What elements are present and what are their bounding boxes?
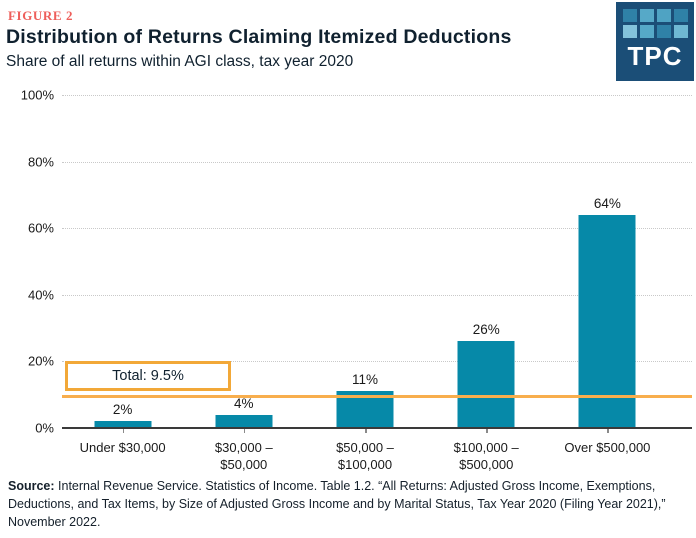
gridline-20 — [62, 361, 692, 363]
x-tick-cell-4 — [547, 429, 668, 434]
bar-value-label-3: 26% — [472, 322, 500, 338]
x-category-label-2: $50,000 – $100,000 — [336, 440, 394, 472]
x-tick-mark-1 — [243, 429, 246, 433]
gridline-80 — [62, 161, 692, 163]
logo-square-icon — [639, 25, 654, 38]
bar-value-label-1: 4% — [234, 395, 254, 411]
bar-value-label-2: 11% — [351, 372, 379, 388]
x-tick-mark-2 — [365, 429, 367, 433]
x-category-label-0: Under $30,000 — [79, 440, 166, 455]
logo-square-icon — [656, 25, 671, 38]
figure-label: FIGURE 2 — [8, 8, 74, 23]
total-annotation-label: Total: 9.5% — [112, 368, 184, 384]
x-category-label-4: Over $500,000 — [564, 440, 651, 455]
total-annotation-box: Total: 9.5% — [65, 361, 231, 391]
chart-title: Distribution of Returns Claiming Itemize… — [6, 26, 512, 48]
bar-1 — [215, 414, 273, 428]
bar-column-2: 11% — [304, 95, 425, 428]
bar-3 — [457, 341, 515, 428]
x-axis-labels: Under $30,000 $30,000 – $50,000 $50,000 – $1… — [62, 440, 668, 474]
bar-column-4: 64% — [547, 95, 668, 428]
bar-column-3: 26% — [426, 95, 547, 428]
logo-square-icon — [656, 9, 671, 22]
x-tick-cell-1 — [183, 429, 304, 434]
x-axis-line — [62, 427, 692, 429]
x-tick-cell-0 — [62, 429, 183, 434]
x-tick-cell-2 — [304, 429, 425, 434]
bar-0 — [94, 421, 152, 428]
x-tick-mark-4 — [607, 429, 609, 433]
source-note: Source: Internal Revenue Service. Statis… — [8, 478, 692, 531]
plot-area: 0% 20% 40% 60% 80% 100% 2% 4% 11% 26% 64% Total: … — [21, 88, 692, 436]
y-tick-label-80: 80% — [27, 154, 54, 170]
bar-value-label-0: 2% — [112, 402, 133, 418]
gridline-100 — [62, 95, 692, 96]
logo-square-icon — [622, 25, 637, 38]
tpc-logo-squares-icon — [622, 9, 688, 38]
y-tick-label-0: 0% — [35, 420, 54, 436]
gridline-40 — [62, 294, 692, 296]
x-tick-mark-0 — [122, 429, 125, 433]
chart-subtitle: Share of all returns within AGI class, t… — [6, 53, 354, 70]
logo-square-icon — [673, 9, 688, 22]
bar-column-1: 4% — [183, 95, 304, 428]
y-tick-label-20: 20% — [27, 353, 54, 369]
logo-square-icon — [622, 9, 637, 22]
bars-container: 2% 4% 11% 26% 64% — [62, 95, 668, 428]
source-label: Source: — [8, 479, 55, 493]
bar-value-label-4: 64% — [593, 195, 621, 211]
total-reference-line — [62, 394, 692, 398]
y-tick-label-60: 60% — [27, 220, 54, 236]
tpc-logo: TPC — [616, 2, 694, 81]
y-tick-label-40: 40% — [27, 287, 54, 303]
x-category-label-3: $100,000 – $500,000 — [453, 440, 519, 472]
logo-square-icon — [673, 25, 688, 38]
logo-square-icon — [639, 9, 654, 22]
tpc-logo-text: TPC — [627, 41, 683, 71]
x-tick-mark-3 — [486, 429, 488, 433]
x-tick-cell-3 — [426, 429, 547, 434]
bar-column-0: 2% — [62, 95, 183, 428]
y-tick-label-100: 100% — [20, 87, 54, 103]
x-category-label-1: $30,000 – $50,000 — [214, 440, 273, 472]
x-axis-ticks — [62, 429, 668, 434]
bar-4 — [578, 214, 636, 428]
gridline-60 — [62, 228, 692, 230]
source-text: Internal Revenue Service. Statistics of … — [8, 479, 666, 529]
